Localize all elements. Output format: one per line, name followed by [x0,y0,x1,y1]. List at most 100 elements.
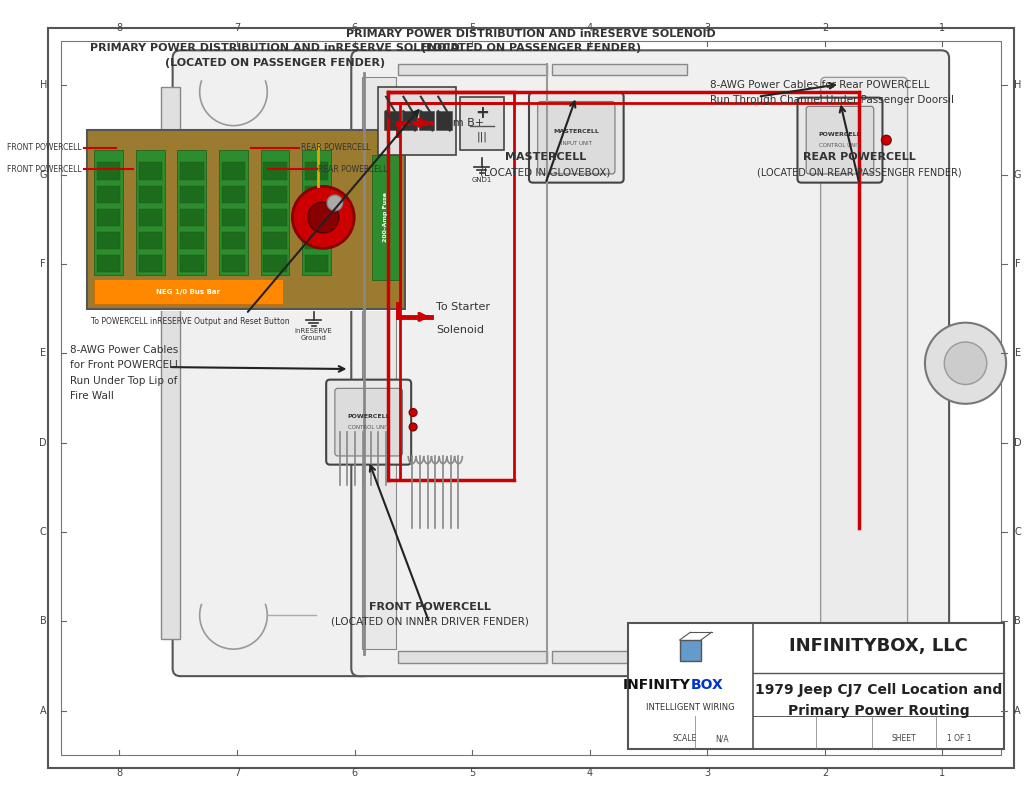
Bar [221,232,245,249]
Text: 4: 4 [587,23,593,33]
Text: A: A [40,706,46,716]
Bar [264,255,286,272]
Text: 6: 6 [351,767,357,778]
Bar [627,623,1004,748]
Bar [384,111,400,131]
Text: D: D [1014,438,1022,447]
Bar [221,162,245,180]
Text: CONTROL UNIT: CONTROL UNIT [820,143,860,148]
Bar [680,640,700,661]
Text: 8: 8 [116,767,123,778]
Text: SHEET: SHEET [891,735,916,743]
Text: C: C [1015,527,1021,537]
Text: F: F [1015,259,1021,269]
Bar [97,232,121,249]
Text: To POWERCELL inRESERVE Output and Reset Button: To POWERCELL inRESERVE Output and Reset … [92,317,290,326]
Text: INPUT UNIT: INPUT UNIT [560,141,592,146]
Text: E: E [40,349,46,358]
Text: FRONT POWERCELL: FRONT POWERCELL [7,165,81,174]
Text: C: C [40,527,46,537]
Bar [180,209,204,226]
Text: H: H [39,80,47,90]
Text: (LOCATED IN GLOVEBOX): (LOCATED IN GLOVEBOX) [480,167,611,177]
FancyBboxPatch shape [327,380,411,465]
Circle shape [409,423,417,431]
Bar [305,209,329,226]
Text: 3: 3 [705,767,711,778]
Text: Primary Power Routing: Primary Power Routing [788,704,969,718]
Bar [180,185,204,203]
Text: 6: 6 [351,23,357,33]
Bar [95,150,124,275]
Bar [219,150,248,275]
Text: 2: 2 [822,23,828,33]
Text: Solenoid: Solenoid [437,325,484,334]
Bar [221,185,245,203]
FancyBboxPatch shape [173,50,372,676]
Text: H: H [1014,80,1022,90]
Text: CONTROL UNIT: CONTROL UNIT [348,425,389,431]
Text: (LOCATED ON INNER DRIVER FENDER): (LOCATED ON INNER DRIVER FENDER) [331,616,528,626]
Bar [372,154,399,280]
Circle shape [882,135,891,145]
Circle shape [328,195,343,211]
Text: NEG 1/0 Bus Bar: NEG 1/0 Bus Bar [157,289,220,295]
Text: POWERCELL: POWERCELL [347,414,390,419]
FancyBboxPatch shape [806,107,873,174]
FancyBboxPatch shape [821,77,907,649]
Text: (LOCATED ON PASSENGER FENDER): (LOCATED ON PASSENGER FENDER) [421,44,641,53]
Bar [84,128,407,311]
Text: 200-Amp Fuse: 200-Amp Fuse [382,193,387,243]
Text: PRIMARY POWER DISTRIBUTION AND inRESERVE SOLENOID: PRIMARY POWER DISTRIBUTION AND inRESERVE… [346,29,716,39]
Bar [180,162,204,180]
Text: REAR POWERCELL: REAR POWERCELL [318,165,388,174]
Bar [261,150,289,275]
Bar [97,162,121,180]
Text: REAR POWERCELL: REAR POWERCELL [803,151,916,162]
Circle shape [409,408,417,416]
Text: SCALE: SCALE [673,735,697,743]
Text: MASTERCELL: MASTERCELL [553,130,599,135]
Text: 3: 3 [705,23,711,33]
Text: 1979 Jeep CJ7 Cell Location and: 1979 Jeep CJ7 Cell Location and [755,682,1002,696]
Text: +: + [475,103,489,122]
Bar [139,232,162,249]
Bar [264,162,286,180]
Bar [305,185,329,203]
Text: Run Under Top Lip of: Run Under Top Lip of [70,376,177,385]
Text: 7: 7 [234,23,240,33]
Text: 7: 7 [234,767,240,778]
Bar [264,185,286,203]
Text: INFINITYBOX, LLC: INFINITYBOX, LLC [789,637,968,654]
Text: F: F [40,259,46,269]
Bar [402,111,417,131]
Circle shape [945,342,987,384]
Bar [221,255,245,272]
Text: 5: 5 [469,23,475,33]
Text: 8-AWG Power Cables: 8-AWG Power Cables [70,345,178,355]
Bar [161,87,180,639]
Bar [398,64,547,76]
Bar [552,64,687,76]
Text: PRIMARY POWER DISTRIBUTION AND inRESERVE SOLENOID: PRIMARY POWER DISTRIBUTION AND inRESERVE… [90,44,459,53]
Text: Fire Wall: Fire Wall [70,391,114,401]
Text: G: G [1014,170,1022,180]
Text: GND1: GND1 [472,177,492,183]
Bar [305,232,329,249]
FancyBboxPatch shape [529,93,623,182]
Text: |||: ||| [477,131,487,142]
Text: (LOCATED ON REAR PASSENGER FENDER): (LOCATED ON REAR PASSENGER FENDER) [757,167,962,177]
Bar [305,162,329,180]
Text: for Front POWERCELL: for Front POWERCELL [70,360,181,370]
Bar [398,651,547,662]
Text: (LOCATED ON PASSENGER FENDER): (LOCATED ON PASSENGER FENDER) [165,58,385,68]
Text: A: A [1015,706,1021,716]
Text: BOX: BOX [690,677,723,692]
Text: inRESERVE
Ground: inRESERVE Ground [295,329,333,341]
Bar [95,279,282,304]
Text: B: B [1015,616,1021,626]
Text: POWERCELL: POWERCELL [819,132,861,137]
Bar [139,209,162,226]
Text: 8: 8 [116,23,123,33]
Text: 5: 5 [469,767,475,778]
